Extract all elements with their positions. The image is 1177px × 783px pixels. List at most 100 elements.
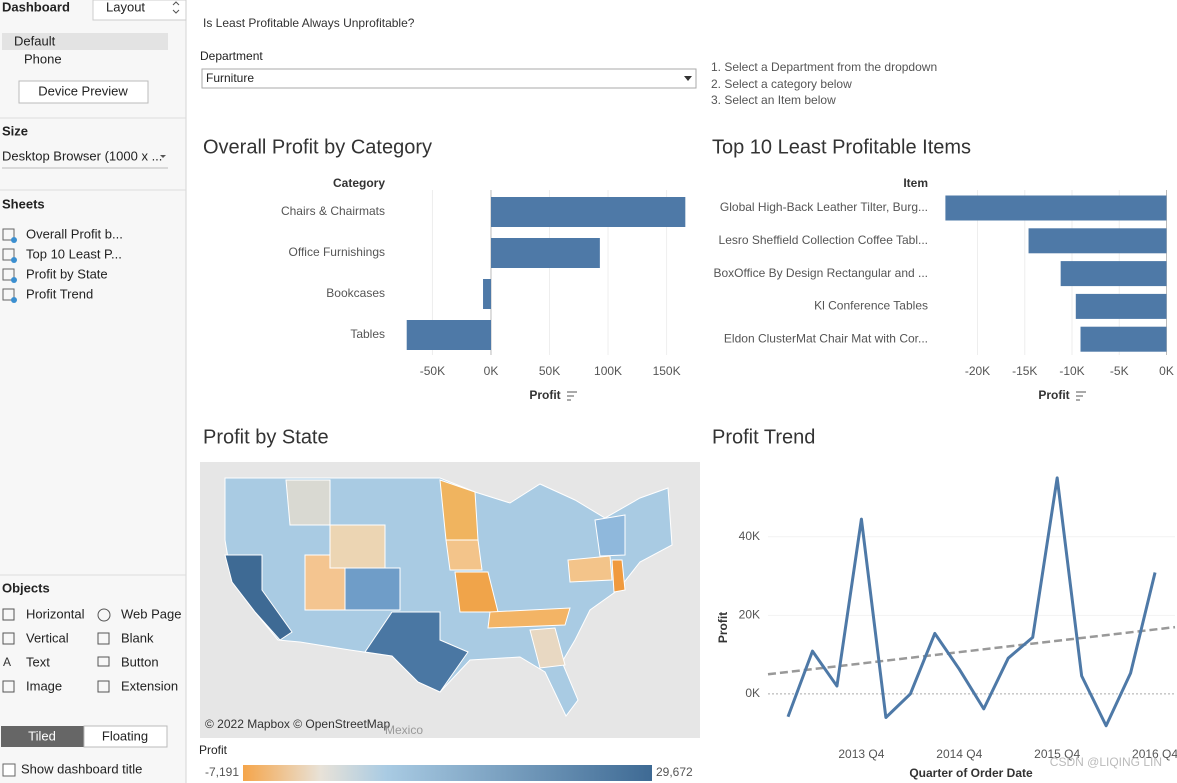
axis-title: Profit (1038, 388, 1069, 402)
legend-max: 29,672 (656, 765, 693, 779)
filter-dropdown[interactable] (201, 68, 697, 89)
x-tick-label: 2016 Q4 (1132, 747, 1177, 761)
tiled-label[interactable]: Tiled (28, 728, 56, 743)
size-heading: Size (2, 123, 28, 138)
category-label: Lesro Sheffield Collection Coffee Tabl..… (719, 233, 928, 247)
bar (490, 197, 686, 227)
category-label: Chairs & Chairmats (281, 204, 385, 218)
category-label: Tables (350, 327, 385, 341)
size-value[interactable]: Desktop Browser (1000 x ... (2, 148, 162, 163)
layout-tab[interactable] (92, 0, 187, 21)
watermark: CSDN @LIQING LIN (1050, 755, 1162, 769)
layout-tab-label[interactable]: Layout (106, 0, 145, 14)
bar (945, 195, 1167, 221)
object-item[interactable]: Blank (121, 630, 154, 645)
floating-button[interactable] (83, 725, 168, 748)
object-item[interactable]: Web Page (121, 606, 181, 621)
instruction: 3. Select an Item below (711, 93, 836, 107)
instruction: 2. Select a category below (711, 77, 852, 91)
tiled-button[interactable] (1, 726, 84, 747)
x-tick-label: -10K (1059, 364, 1084, 378)
filter-label: Department (200, 49, 263, 63)
sheet-item[interactable]: Top 10 Least P... (26, 246, 122, 261)
sheet-item[interactable]: Profit Trend (26, 286, 93, 301)
instruction: 1. Select a Department from the dropdown (711, 60, 937, 74)
category-header: Item (903, 176, 928, 190)
category-label: Kl Conference Tables (814, 299, 928, 313)
x-tick-label: 0K (484, 364, 499, 378)
map-attribution: © 2022 Mapbox © OpenStreetMap (205, 717, 390, 731)
device-phone[interactable]: Phone (24, 51, 62, 66)
device-default[interactable]: Default (14, 33, 56, 48)
dashboard-title: Is Least Profitable Always Unprofitable? (203, 16, 415, 30)
legend-min: -7,191 (205, 765, 239, 779)
filter-value[interactable]: Furniture (206, 71, 254, 85)
x-tick-label: -5K (1110, 364, 1129, 378)
category-label: BoxOffice By Design Rectangular and ... (713, 266, 928, 280)
show-title-label[interactable]: Show dashboard title (21, 761, 142, 776)
y-axis-title: Profit (716, 612, 730, 643)
text-icon: A (3, 655, 11, 669)
x-tick-label: -50K (420, 364, 445, 378)
tab-arrows (172, 1, 180, 14)
x-tick-label: 100K (594, 364, 622, 378)
show-title-checkbox[interactable] (2, 763, 16, 777)
object-item[interactable]: Button (121, 654, 159, 669)
sheet-item[interactable]: Profit by State (26, 266, 108, 281)
sheet-icons (2, 228, 17, 303)
y-tick-label: 20K (739, 608, 760, 622)
profit-line (786, 476, 1157, 728)
dashboard-tab[interactable]: Dashboard (2, 0, 70, 14)
x-tick-label: 0K (1159, 364, 1174, 378)
sidebar (0, 0, 186, 783)
bar (490, 238, 600, 268)
legend-color-ramp (243, 765, 652, 781)
default-highlight (2, 33, 168, 50)
object-icons (2, 608, 111, 693)
x-tick-label: 2014 Q4 (936, 747, 982, 761)
size-dropdown-arrow (160, 155, 166, 158)
chart-title: Overall Profit by Category (203, 136, 432, 158)
sort-icon (1076, 391, 1086, 401)
category-header: Category (333, 176, 385, 190)
device-preview-button[interactable] (18, 80, 149, 104)
object-item[interactable]: Text (26, 654, 50, 669)
map-place-label: Mexico (385, 723, 423, 737)
x-tick-label: 2015 Q4 (1034, 747, 1080, 761)
dropdown-arrow (684, 76, 692, 81)
x-tick-label: 2013 Q4 (838, 747, 884, 761)
x-tick-label: -15K (1012, 364, 1037, 378)
bar (483, 279, 491, 309)
object-item[interactable]: Vertical (26, 630, 69, 645)
bar (1060, 261, 1167, 287)
objects-heading: Objects (2, 580, 50, 595)
device-preview-label[interactable]: Device Preview (38, 83, 128, 98)
floating-label[interactable]: Floating (102, 728, 148, 743)
axis-title: Profit (529, 388, 560, 402)
x-tick-label: -20K (965, 364, 990, 378)
bar (406, 320, 491, 350)
x-axis-title: Quarter of Order Date (909, 766, 1033, 780)
legend-title: Profit (199, 743, 228, 757)
bar (1075, 293, 1167, 319)
category-label: Eldon ClusterMat Chair Mat with Cor... (724, 331, 928, 345)
bar (1080, 326, 1167, 352)
bar (1028, 228, 1167, 254)
chart-title: Profit Trend (712, 426, 815, 448)
x-tick-label: 50K (539, 364, 560, 378)
y-tick-label: 0K (745, 686, 760, 700)
y-tick-label: 40K (739, 529, 760, 543)
x-tick-label: 150K (653, 364, 681, 378)
trend-line (767, 625, 1176, 676)
map (200, 462, 700, 738)
sort-icon (567, 391, 577, 401)
sheet-item[interactable]: Overall Profit b... (26, 226, 123, 241)
object-item[interactable]: Horizontal (26, 606, 85, 621)
category-label: Office Furnishings (289, 245, 386, 259)
object-item[interactable]: Image (26, 678, 62, 693)
sheets-heading: Sheets (2, 196, 45, 211)
category-label: Global High-Back Leather Tilter, Burg... (720, 200, 928, 214)
object-item[interactable]: Extension (121, 678, 178, 693)
category-label: Bookcases (326, 286, 385, 300)
